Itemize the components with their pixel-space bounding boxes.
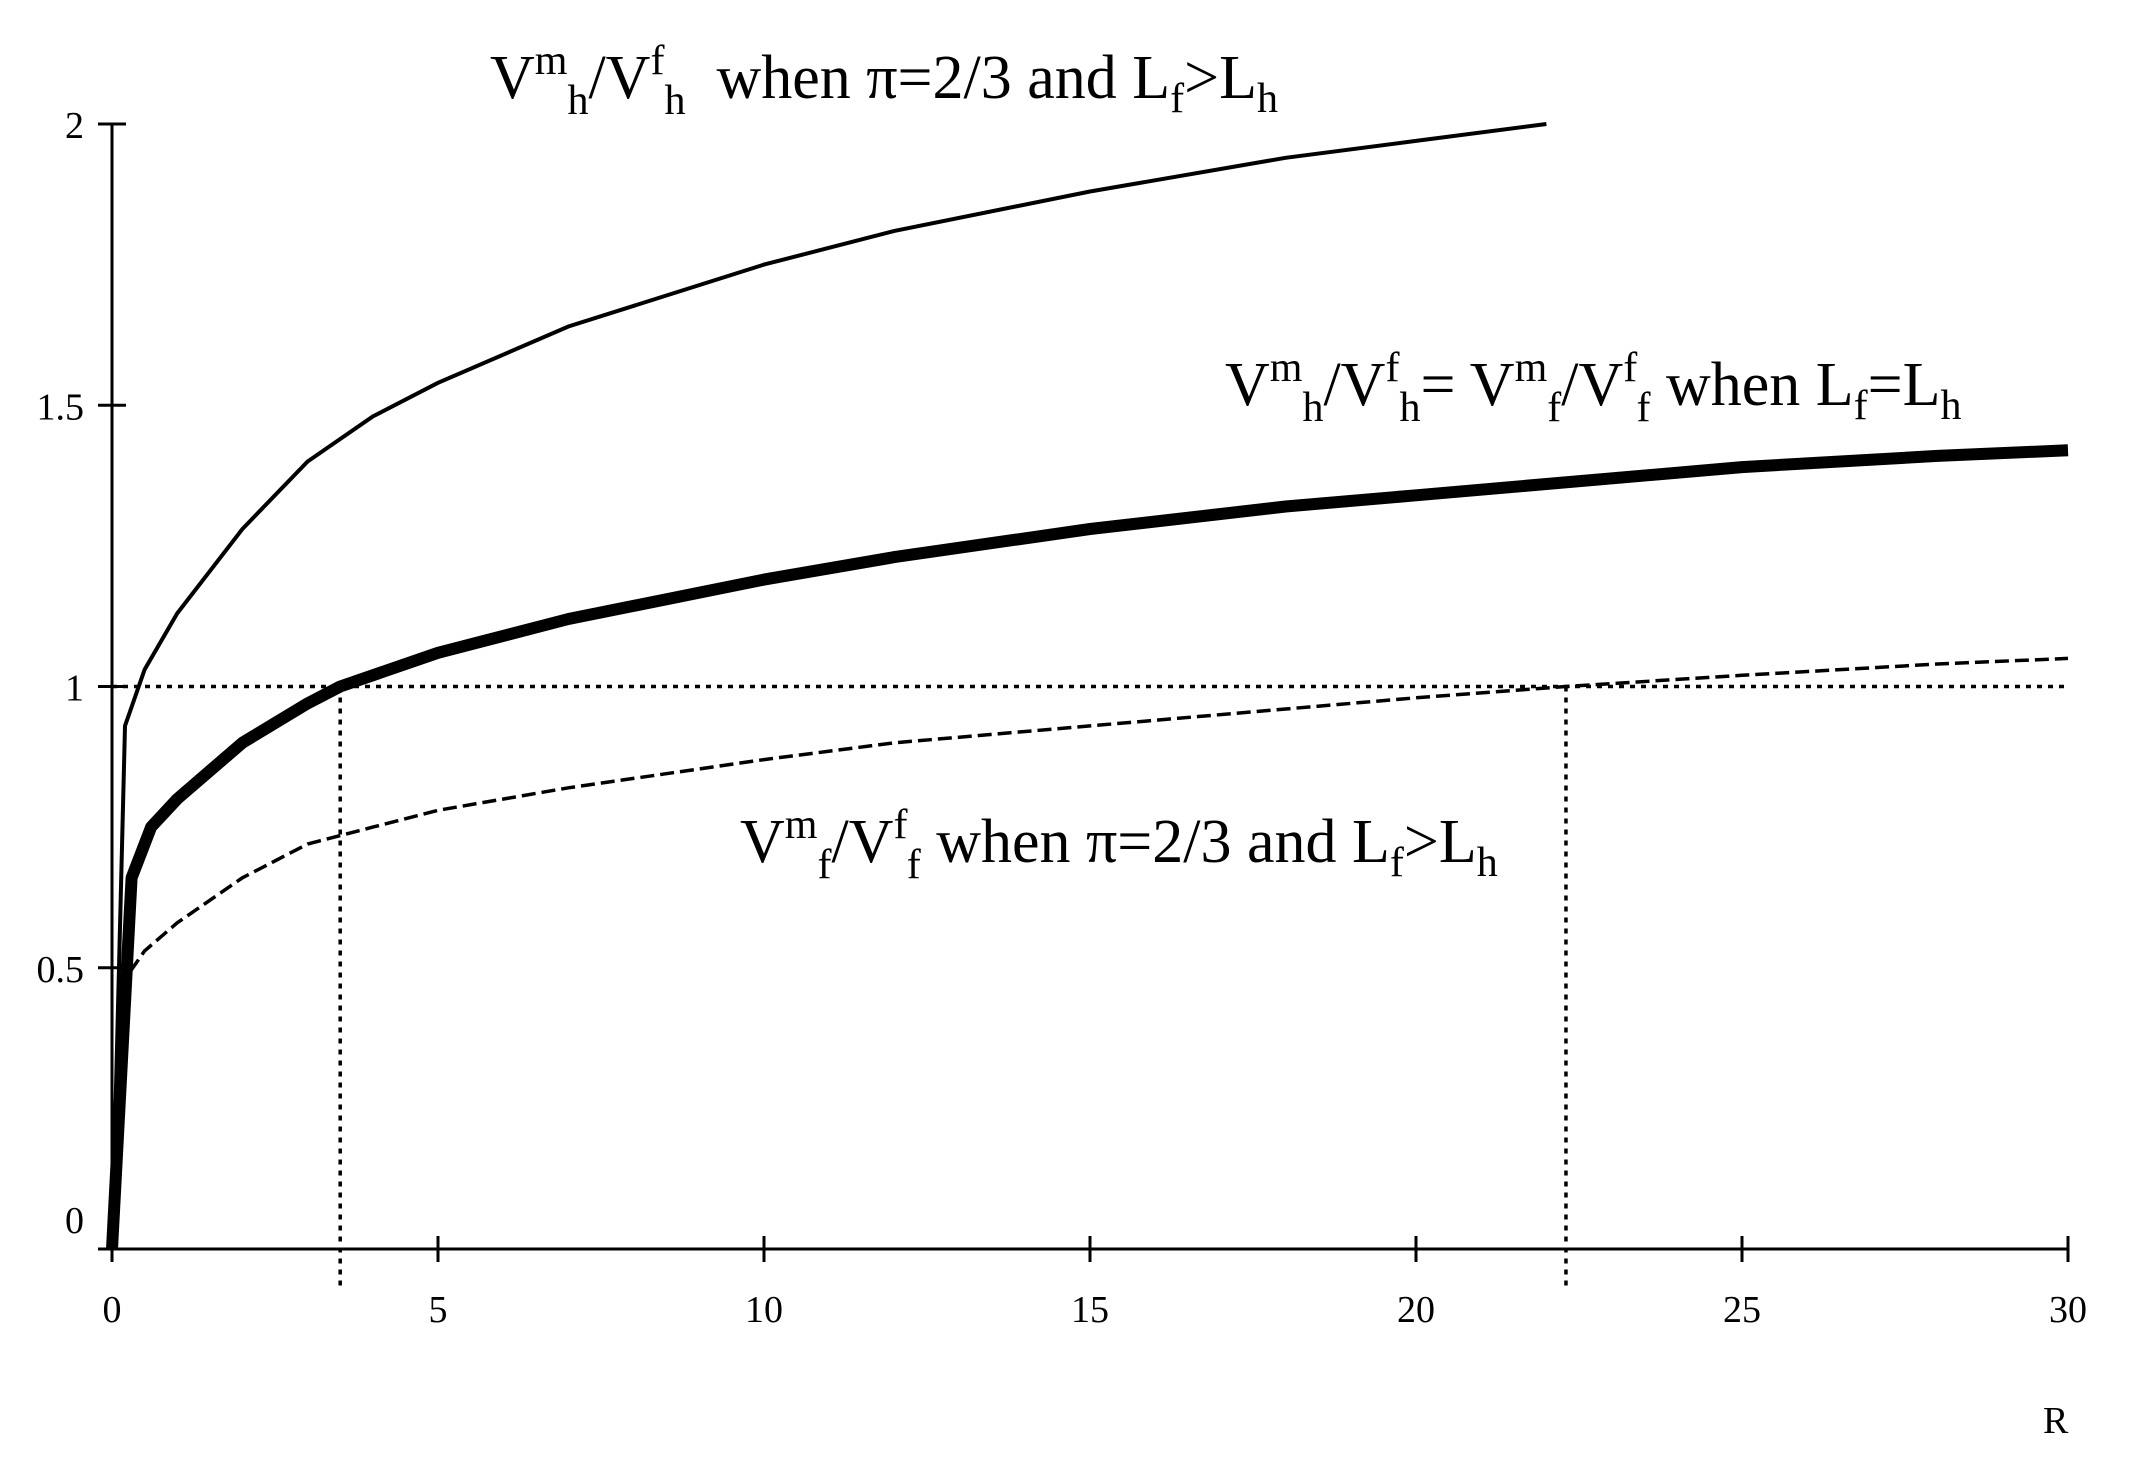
x-tick-label: 0 — [103, 1289, 122, 1331]
annotation-bottom: Vmf/Vff when π=2/3 and Lf>Lh — [740, 802, 1498, 888]
annotation-middle: Vmh/Vfh= Vmf/Vff when Lf=Lh — [1225, 345, 1962, 431]
y-tick-label: 0.5 — [37, 949, 85, 991]
axes — [98, 122, 2070, 1262]
x-tick-label: 30 — [2049, 1289, 2087, 1331]
y-tick-label: 1.5 — [37, 386, 85, 428]
x-tick-label: 25 — [1723, 1289, 1761, 1331]
series-line-3 — [110, 656, 2069, 1250]
y-tick-label: 0 — [65, 1200, 84, 1242]
x-tick-label: 5 — [429, 1289, 448, 1331]
annotation-top: Vmh/Vfh when π=2/3 and Lf>Lh — [490, 38, 1278, 124]
x-tick-label: 10 — [745, 1289, 783, 1331]
y-tick-label: 1 — [65, 668, 84, 710]
x-tick-label: 15 — [1071, 1289, 1109, 1331]
x-tick-label: 20 — [1397, 1289, 1435, 1331]
series-line-1 — [110, 122, 1547, 1250]
series-lines — [106, 122, 2069, 1250]
y-tick-label: 2 — [65, 105, 84, 147]
x-axis-title: R — [2043, 1400, 2069, 1442]
reference-lines — [112, 684, 2068, 1290]
tick-labels: 0 5 10 15 20 25 30 0 0.5 1 1.5 2 — [37, 105, 2088, 1331]
series-line-2 — [106, 444, 2069, 1250]
